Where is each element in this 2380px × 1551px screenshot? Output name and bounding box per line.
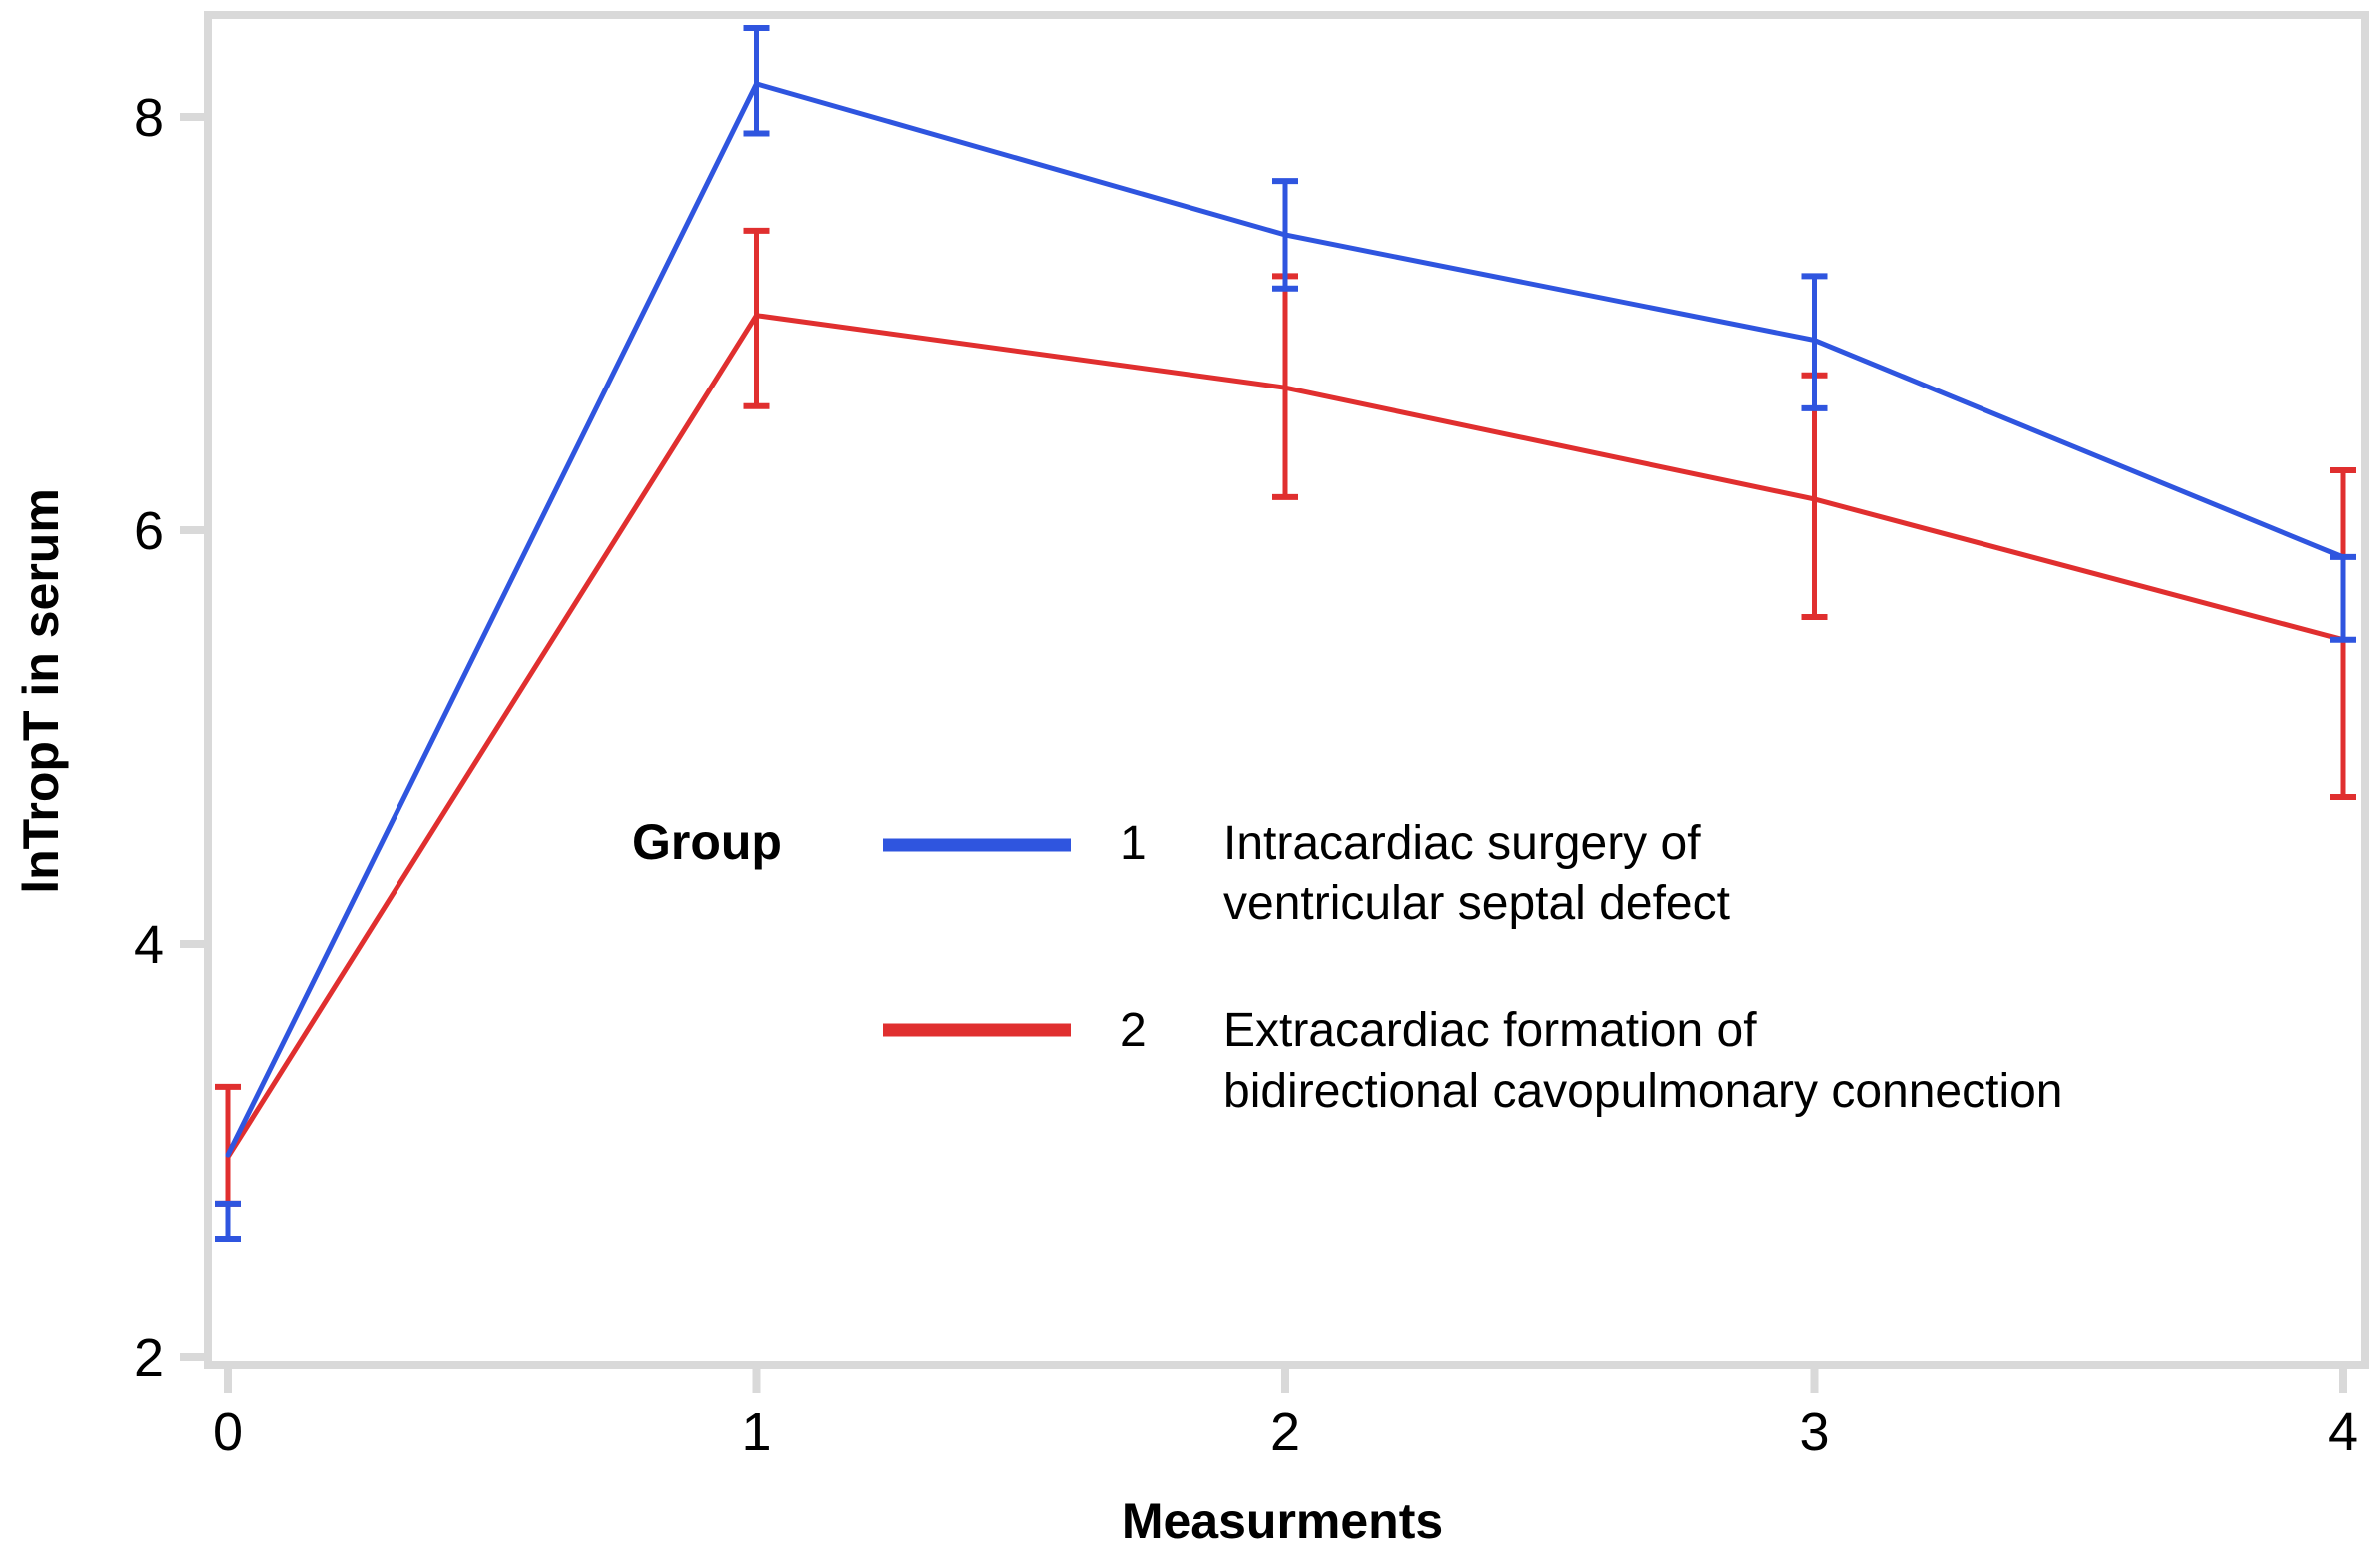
x-tick-label: 4 <box>2328 1402 2358 1462</box>
x-tick-label: 3 <box>1799 1402 1829 1462</box>
x-tick-label: 2 <box>1270 1402 1300 1462</box>
x-axis: 0 1 2 3 4 <box>213 1365 2358 1462</box>
series-1 <box>215 24 2356 1243</box>
data-point <box>225 1152 231 1158</box>
legend-key-1: 1 <box>1120 817 1147 870</box>
error-bar <box>2330 553 2356 643</box>
data-point <box>1812 338 1817 344</box>
legend-entry-2: 2 Extracardiac formation of bidirectiona… <box>883 1004 2063 1118</box>
y-tick-label: 2 <box>134 1328 164 1388</box>
legend-label-2-line-1: Extracardiac formation of <box>1223 1004 1757 1057</box>
data-point <box>754 313 759 319</box>
legend-label-2-line-2: bidirectional cavopulmonary connection <box>1223 1065 2063 1118</box>
legend-label-1-line-2: ventricular septal defect <box>1223 877 1730 930</box>
data-point <box>1282 385 1288 390</box>
series-2 <box>215 227 2356 1207</box>
y-tick-label: 4 <box>134 915 164 975</box>
x-axis-title: Measurments <box>1122 1493 1443 1549</box>
x-tick-label: 0 <box>213 1402 243 1462</box>
data-point <box>754 81 759 87</box>
legend-label-1-line-1: Intracardiac surgery of <box>1223 817 1701 870</box>
y-axis: 2 4 6 8 <box>134 88 208 1388</box>
error-bar <box>743 24 770 137</box>
legend: Group 1 Intracardiac surgery of ventricu… <box>632 814 2063 1118</box>
x-tick-label: 1 <box>741 1402 771 1462</box>
series-layer <box>215 24 2356 1243</box>
data-point <box>1282 232 1288 238</box>
data-point <box>2340 554 2346 560</box>
y-axis-title: lnTropT in serum <box>13 488 69 894</box>
data-point <box>1812 496 1817 502</box>
error-bar <box>215 1200 241 1243</box>
y-tick-label: 6 <box>134 501 164 561</box>
legend-entry-1: 1 Intracardiac surgery of ventricular se… <box>883 817 1730 930</box>
legend-title: Group <box>632 814 782 870</box>
legend-key-2: 2 <box>1120 1004 1147 1057</box>
y-tick-label: 8 <box>134 88 164 148</box>
